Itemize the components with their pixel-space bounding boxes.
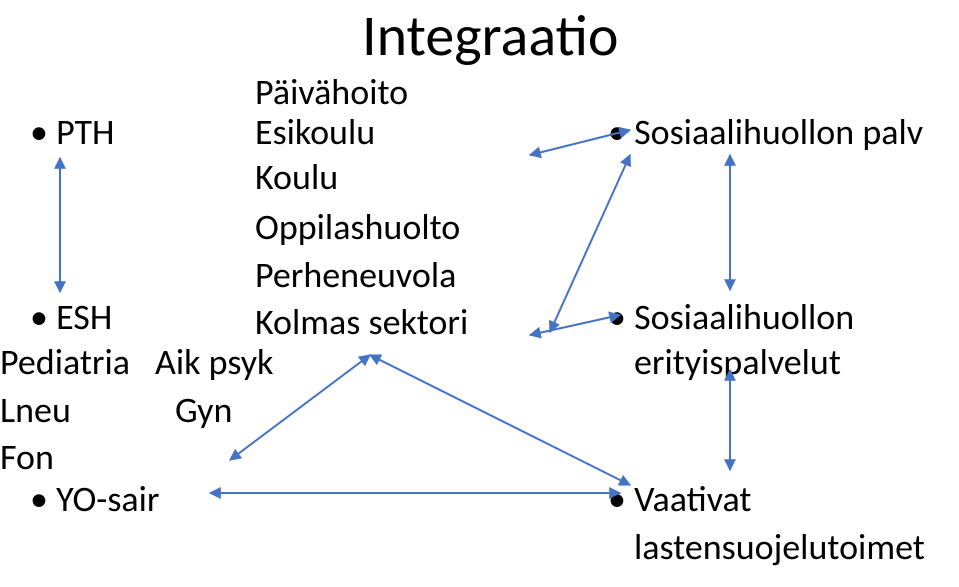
item-lastensuojelu: lastensuojelutoimet	[634, 525, 925, 569]
item-lneu: Lneu	[0, 388, 71, 432]
item-oppilashuolto: Oppilashuolto	[255, 205, 460, 249]
item-pth: PTH	[30, 110, 115, 154]
diagram-stage: Integraatio PTH ESH Pediatria Lneu Fon Y…	[0, 0, 959, 587]
diagram-title: Integraatio	[362, 0, 618, 71]
arrow-line	[530, 315, 620, 335]
item-esh: ESH	[30, 295, 112, 339]
item-sos-erit-line2: erityispalvelut	[634, 340, 841, 384]
item-sos-palv: Sosiaalihuollon palv	[608, 110, 923, 154]
item-aik-psyk: Aik psyk	[155, 340, 273, 384]
item-esikoulu: Esikoulu	[255, 110, 375, 154]
item-pediatria: Pediatria	[0, 340, 130, 384]
item-sos-erit-line1: Sosiaalihuollon	[608, 295, 854, 339]
item-kolmas-sektori: Kolmas sektori	[255, 300, 468, 344]
item-vaativat: Vaativat	[608, 477, 751, 521]
item-koulu: Koulu	[255, 155, 338, 199]
item-fon: Fon	[0, 435, 54, 479]
item-paivahoito: Päivähoito	[255, 70, 408, 114]
item-gyn: Gyn	[175, 388, 232, 432]
item-yo-sair: YO-sair	[30, 477, 159, 521]
arrow-line	[370, 355, 630, 485]
item-perheneuvola: Perheneuvola	[255, 253, 456, 297]
